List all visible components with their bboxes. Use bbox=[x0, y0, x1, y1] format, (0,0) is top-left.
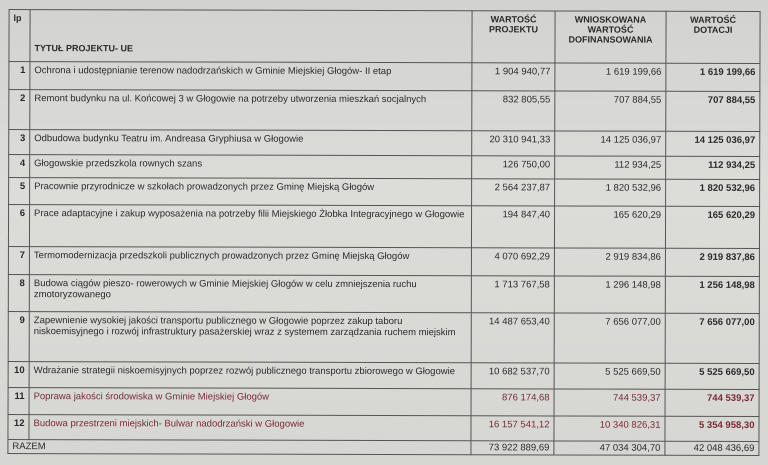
row-requested: 14 125 036,97 bbox=[554, 130, 666, 157]
row-lp: 11 bbox=[8, 387, 30, 415]
row-requested: 165 620,29 bbox=[554, 205, 666, 249]
row-requested: 10 340 826,31 bbox=[553, 415, 666, 442]
row-lp: 6 bbox=[8, 204, 30, 247]
header-title: TYTUŁ PROJEKTU- UE bbox=[29, 9, 473, 63]
row-title: Pracownie przyrodnicze w szkołach prowad… bbox=[29, 177, 472, 206]
row-value: 1 713 767,58 bbox=[471, 275, 555, 313]
table-row: 4 Głogowskie przedszkola rownych szans 126… bbox=[8, 154, 760, 180]
row-title: Remont budynku na ul. Końcowej 3 w Głogo… bbox=[29, 89, 472, 131]
row-lp: 10 bbox=[8, 361, 30, 388]
row-requested: 1 619 199,66 bbox=[554, 62, 666, 92]
row-requested: 2 919 834,86 bbox=[554, 247, 666, 277]
header-lp: lp bbox=[8, 9, 31, 62]
row-value: 4 070 692,29 bbox=[471, 247, 555, 276]
row-grant: 112 934,25 bbox=[665, 156, 760, 180]
row-grant: 14 125 036,97 bbox=[665, 131, 760, 157]
row-lp: 1 bbox=[8, 61, 30, 90]
table-row: 10 Wdrażanie strategii niskoemisyjnych po… bbox=[8, 361, 760, 390]
table-row: 12 Budowa przestrzeni miejskich- Bulwar n… bbox=[7, 414, 760, 442]
table-row: 1 Ochrona i udostępnianie terenow nadodrz… bbox=[8, 61, 760, 92]
header-requested: WNIOSKOWANA WARTOŚĆ DOFINANSOWANIA bbox=[554, 10, 667, 64]
row-grant: 5 354 958,30 bbox=[664, 416, 760, 442]
row-lp: 2 bbox=[8, 89, 30, 130]
row-title: Termomodernizacja przedszkoli publicznyc… bbox=[29, 246, 472, 276]
row-title: Głogowskie przedszkola rownych szans bbox=[29, 154, 472, 179]
row-lp: 8 bbox=[8, 274, 30, 312]
row-grant: 2 919 837,86 bbox=[665, 248, 760, 277]
header-value: WARTOŚĆ PROJEKTU bbox=[471, 10, 556, 63]
row-requested: 744 539,37 bbox=[554, 388, 666, 417]
header-row: lp TYTUŁ PROJEKTU- UE WARTOŚĆ PROJEKTU W… bbox=[8, 9, 761, 64]
row-value: 194 847,40 bbox=[471, 205, 555, 248]
row-title: Zapewnienie wysokiej jakości transportu … bbox=[29, 311, 472, 363]
table-row: 11 Poprawa jakości środowiska w Gminie Mi… bbox=[8, 387, 760, 417]
total-requested: 47 034 304,70 bbox=[553, 440, 665, 456]
projects-table: lp TYTUŁ PROJEKTU- UE WARTOŚĆ PROJEKTU W… bbox=[7, 9, 761, 456]
row-title: Prace adaptacyjne i zakup wyposażenia na… bbox=[29, 204, 472, 248]
row-requested: 1 296 148,98 bbox=[554, 275, 666, 314]
total-value: 73 922 889,69 bbox=[470, 440, 554, 455]
row-value: 16 157 541,12 bbox=[470, 415, 555, 441]
table-row: 2 Remont budynku na ul. Końcowej 3 w Głog… bbox=[8, 89, 760, 132]
row-requested: 1 820 532,96 bbox=[554, 178, 666, 207]
table-row: 7 Termomodernizacja przedszkoli publiczny… bbox=[8, 246, 760, 277]
row-title: Ochrona i udostępnianie terenow nadodrza… bbox=[29, 61, 472, 91]
row-value: 20 310 941,33 bbox=[471, 130, 555, 156]
header-grant: WARTOŚĆ DOTACJI bbox=[665, 11, 761, 64]
row-grant: 165 620,29 bbox=[665, 206, 760, 249]
row-value: 14 487 653,40 bbox=[471, 312, 555, 363]
row-grant: 1 820 532,96 bbox=[665, 179, 760, 207]
row-value: 126 750,00 bbox=[471, 155, 555, 179]
row-value: 2 564 237,87 bbox=[471, 178, 555, 206]
total-row: RAZEM 73 922 889,69 47 034 304,70 42 048… bbox=[7, 439, 759, 456]
row-grant: 744 539,37 bbox=[665, 389, 760, 417]
row-lp: 9 bbox=[8, 311, 30, 362]
row-lp: 12 bbox=[7, 414, 30, 440]
table-row: 3 Odbudowa budynku Teatru im. Andreasa Gr… bbox=[8, 129, 760, 157]
row-grant: 1 619 199,66 bbox=[665, 63, 760, 92]
row-grant: 5 525 669,50 bbox=[665, 363, 760, 390]
table-row: 5 Pracownie przyrodnicze w szkołach prowa… bbox=[8, 177, 760, 207]
row-lp: 4 bbox=[8, 154, 30, 178]
table-row: 8 Budowa ciągów pieszo- rowerowych w Gmin… bbox=[8, 274, 760, 314]
row-value: 876 174,68 bbox=[471, 388, 555, 416]
total-grant: 42 048 436,69 bbox=[664, 441, 759, 456]
table-row: 9 Zapewnienie wysokiej jakości transportu… bbox=[8, 311, 760, 364]
row-title: Wdrażanie strategii niskoemisyjnych popr… bbox=[29, 361, 472, 389]
total-label: RAZEM bbox=[7, 439, 471, 455]
row-requested: 7 656 077,00 bbox=[554, 312, 666, 364]
row-requested: 707 884,55 bbox=[554, 90, 666, 132]
table-row: 6 Prace adaptacyjne i zakup wyposażenia n… bbox=[8, 204, 760, 249]
row-lp: 5 bbox=[8, 177, 30, 205]
row-value: 832 805,55 bbox=[471, 90, 555, 131]
row-title: Budowa ciągów pieszo- rowerowych w Gmini… bbox=[29, 274, 472, 313]
row-title: Odbudowa budynku Teatru im. Andreasa Gry… bbox=[29, 129, 472, 156]
row-title: Budowa przestrzeni miejskich- Bulwar nad… bbox=[28, 414, 472, 441]
row-value: 10 682 537,70 bbox=[471, 362, 555, 389]
row-title: Poprawa jakości środowiska w Gminie Miej… bbox=[29, 387, 472, 416]
row-lp: 7 bbox=[8, 246, 30, 275]
row-requested: 112 934,25 bbox=[554, 155, 666, 180]
row-lp: 3 bbox=[8, 129, 30, 155]
row-grant: 707 884,55 bbox=[665, 91, 760, 132]
row-requested: 5 525 669,50 bbox=[554, 362, 666, 390]
row-grant: 1 256 148,98 bbox=[665, 276, 760, 314]
row-grant: 7 656 077,00 bbox=[665, 313, 760, 364]
row-value: 1 904 940,77 bbox=[471, 62, 555, 91]
